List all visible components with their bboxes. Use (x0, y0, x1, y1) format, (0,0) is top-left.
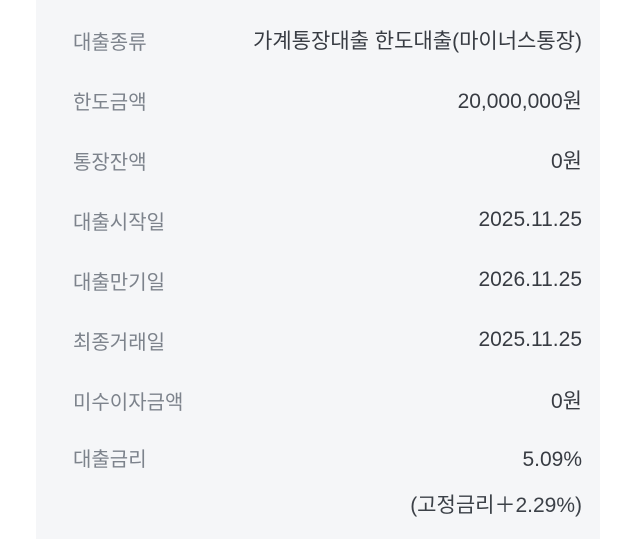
last-transaction-date-value: 2025.11.25 (478, 328, 582, 351)
loan-detail-row-interest-rate: 대출금리 5.09% (고정금리＋2.29%) (73, 430, 582, 534)
interest-rate-value-stack: 5.09% (고정금리＋2.29%) (159, 430, 582, 520)
account-balance-value: 0원 (551, 150, 582, 173)
interest-rate-label: 대출금리 (73, 449, 147, 471)
unpaid-interest-label: 미수이자금액 (73, 391, 184, 414)
loan-detail-row-maturity-date: 대출만기일 2026.11.25 (73, 250, 582, 310)
last-transaction-date-label: 최종거래일 (73, 331, 165, 354)
loan-type-label: 대출종류 (73, 31, 147, 54)
loan-detail-row-account-balance: 통장잔액 0원 (73, 130, 582, 190)
interest-rate-breakdown: (고정금리＋2.29%) (410, 494, 582, 517)
interest-rate-value: 5.09% (522, 448, 582, 471)
unpaid-interest-value: 0원 (551, 390, 582, 413)
loan-detail-row-limit-amount: 한도금액 20,000,000원 (73, 70, 582, 130)
start-date-label: 대출시작일 (73, 211, 165, 234)
maturity-date-label: 대출만기일 (73, 271, 165, 294)
loan-detail-row-last-transaction-date: 최종거래일 2025.11.25 (73, 310, 582, 370)
account-balance-label: 통장잔액 (73, 151, 147, 174)
loan-details-panel: 대출종류 가계통장대출 한도대출(마이너스통장) 한도금액 20,000,000… (36, 0, 600, 539)
loan-type-value: 가계통장대출 한도대출(마이너스통장) (253, 30, 582, 53)
maturity-date-value: 2026.11.25 (478, 268, 582, 291)
limit-amount-label: 한도금액 (73, 91, 147, 114)
limit-amount-value: 20,000,000원 (457, 90, 582, 113)
loan-detail-row-start-date: 대출시작일 2025.11.25 (73, 190, 582, 250)
loan-detail-row-unpaid-interest: 미수이자금액 0원 (73, 370, 582, 430)
start-date-value: 2025.11.25 (478, 208, 582, 231)
loan-detail-row-type: 대출종류 가계통장대출 한도대출(마이너스통장) (73, 10, 582, 70)
